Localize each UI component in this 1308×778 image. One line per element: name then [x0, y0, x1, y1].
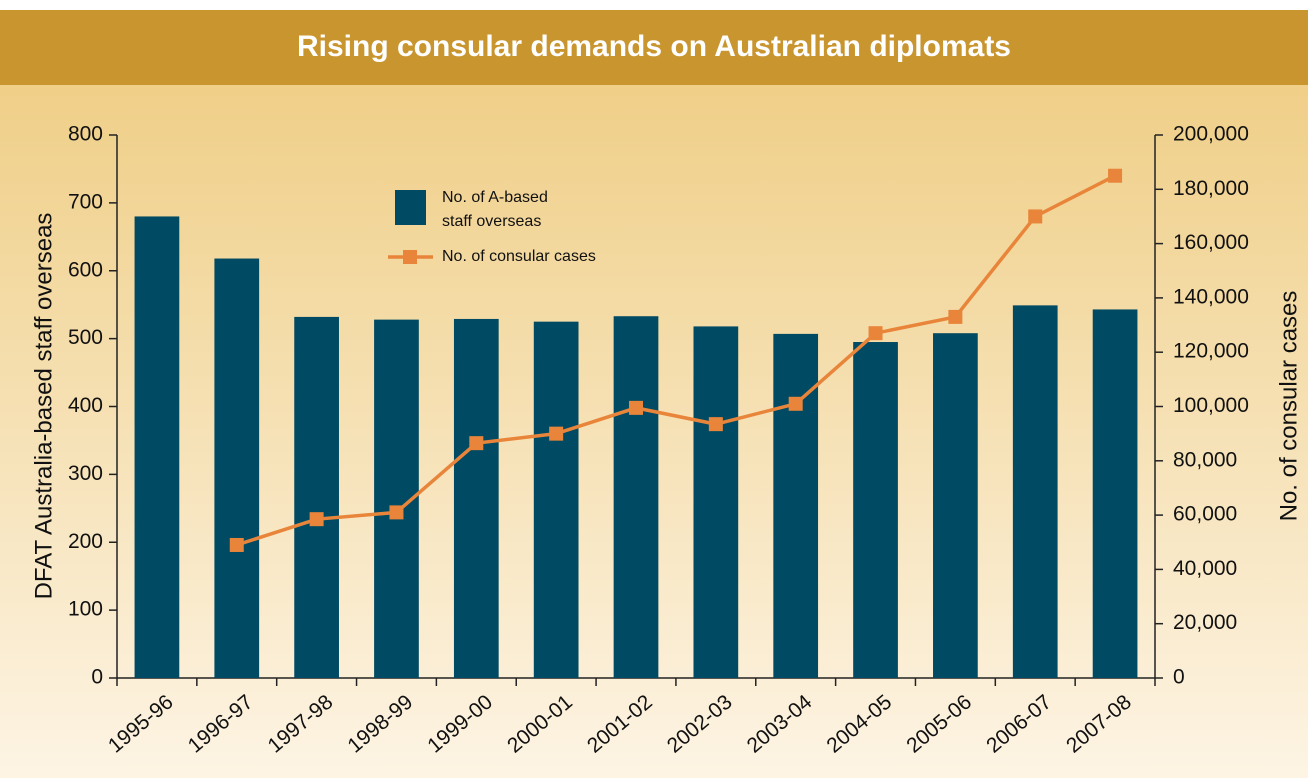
y2-tick-label: 80,000 [1173, 448, 1237, 471]
legend-entry: No. of A-based staff overseas [442, 189, 548, 230]
y-tick-label: 800 [68, 123, 103, 146]
title-bar [0, 10, 1308, 85]
bar [1012, 305, 1058, 678]
y-tick-label: 600 [68, 258, 103, 281]
legend-label: No. of A-based staff overseas [442, 189, 548, 230]
bar [1092, 309, 1138, 678]
y2-tick-label: 180,000 [1173, 177, 1249, 200]
line-marker [309, 512, 324, 527]
line-marker [629, 400, 643, 415]
y-tick-label: 100 [68, 598, 103, 621]
y-tick-label: 700 [68, 190, 103, 213]
y2-tick-label: 160,000 [1173, 231, 1249, 254]
bar [214, 258, 260, 678]
line-marker [708, 417, 723, 432]
bar [773, 333, 819, 678]
line-marker [1108, 168, 1123, 183]
bar [134, 216, 180, 678]
line-marker [1028, 209, 1043, 224]
y-tick-label: 300 [68, 462, 103, 485]
legend-swatch [395, 190, 426, 225]
y-tick-label: 500 [68, 326, 103, 349]
y2-axis-label: No. of consular cases [1275, 291, 1302, 522]
chart-title: Rising consular demands on Australian di… [297, 30, 1011, 63]
y2-tick-label: 20,000 [1173, 611, 1237, 634]
y2-tick-label: 100,000 [1173, 394, 1249, 417]
bar [853, 342, 898, 678]
y2-tick-label: 40,000 [1173, 557, 1237, 580]
line-marker [389, 505, 404, 520]
line-marker [229, 537, 244, 552]
bar [613, 316, 659, 678]
y-axis-label: DFAT Australia-based staff overseas [30, 213, 57, 600]
legend-swatch [403, 250, 417, 264]
line-marker [549, 426, 564, 441]
bar [933, 333, 978, 678]
bar [294, 316, 339, 678]
line-marker [948, 309, 963, 324]
y2-tick-label: 60,000 [1173, 503, 1237, 526]
legend-label: No. of consular cases [442, 248, 596, 265]
y2-tick-label: 140,000 [1173, 285, 1249, 308]
line-marker [868, 326, 883, 341]
line-marker [788, 396, 803, 411]
y2-tick-label: 0 [1173, 666, 1185, 689]
y-tick-label: 0 [91, 666, 103, 689]
y2-tick-label: 200,000 [1173, 123, 1249, 146]
legend-entry: No. of consular cases [442, 248, 596, 265]
bar [533, 321, 579, 678]
bar [693, 326, 739, 678]
line-marker [469, 436, 484, 451]
bar [453, 318, 499, 678]
y-tick-label: 200 [68, 530, 103, 553]
y-tick-label: 400 [68, 394, 103, 417]
y2-tick-label: 120,000 [1173, 340, 1249, 363]
line [236, 174, 1116, 547]
